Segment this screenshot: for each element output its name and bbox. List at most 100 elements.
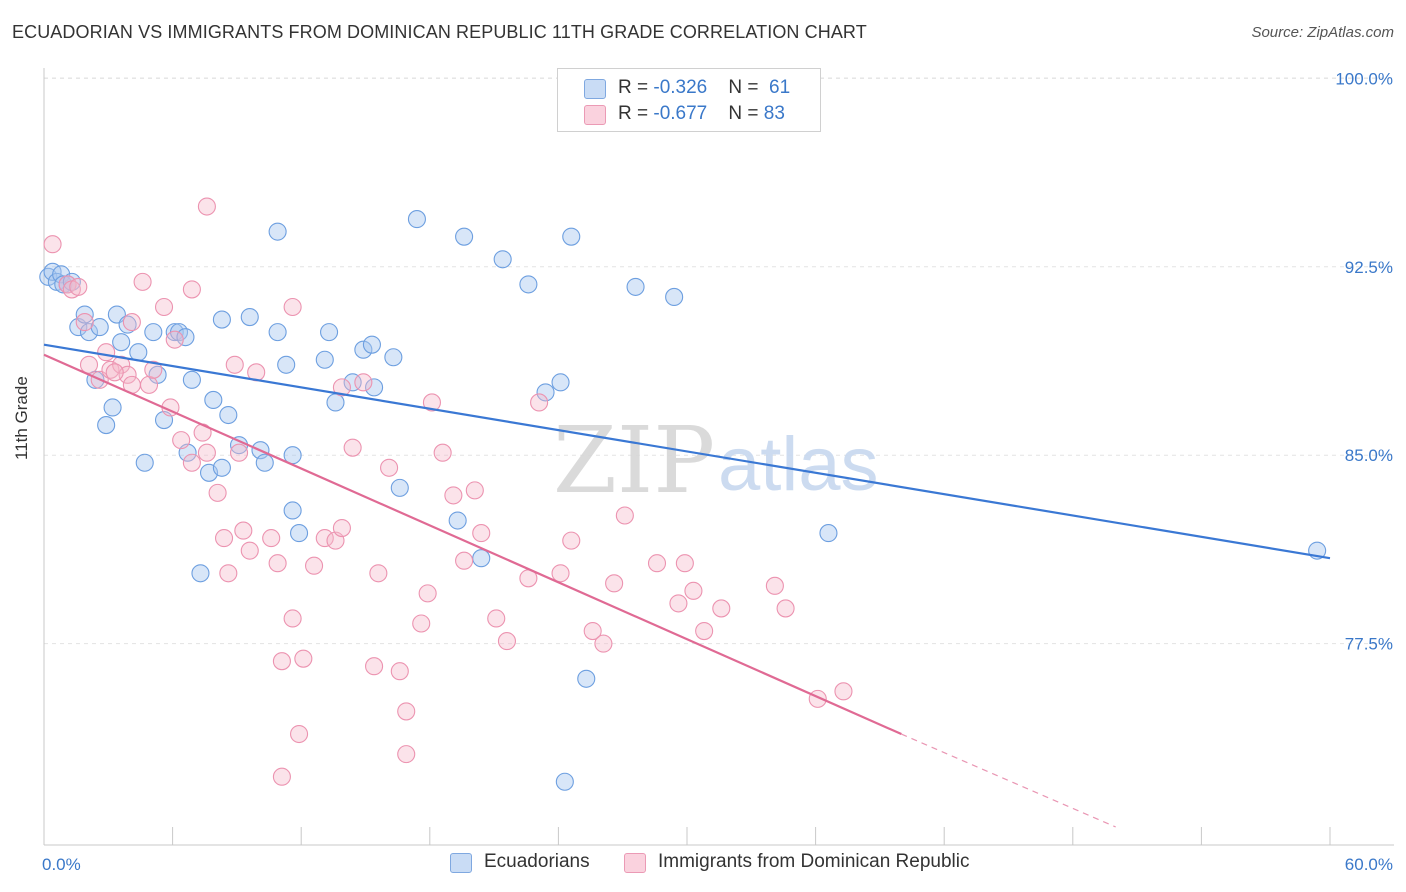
bottom-legend-swatch-blue [450, 853, 472, 873]
ecuadorian-point [97, 416, 116, 435]
dominican-point [562, 531, 581, 550]
trend-lines [43, 343, 1331, 828]
ecuadorian-point [79, 323, 99, 342]
ecuadorian-point [75, 305, 94, 324]
dominican-point [444, 486, 463, 505]
dominican-point [684, 581, 703, 600]
dominican-points [43, 197, 853, 786]
dominican-point [615, 506, 634, 525]
ecuadorian-point [362, 335, 381, 354]
dominican-point [182, 453, 201, 472]
ecuadorian-point [212, 310, 231, 329]
dominican-point [669, 594, 688, 613]
ecuadorian-point [472, 549, 491, 568]
dominican-point [397, 745, 416, 764]
dominican-point [369, 564, 388, 583]
ecuadorian-point [191, 564, 210, 583]
ecuadorian-point [212, 458, 231, 477]
dominican-point [139, 375, 159, 394]
dominican-point [594, 634, 613, 653]
dominican-point [412, 614, 431, 633]
ecuadorian-point [176, 328, 195, 347]
dominican-point [765, 576, 784, 595]
ecuadorian-point [577, 669, 596, 688]
dominican-point [354, 373, 373, 392]
dominican-point [583, 621, 602, 641]
dominican-point [497, 632, 517, 651]
dominican-point [144, 360, 163, 379]
dominican-point [695, 621, 714, 641]
dominican-point [397, 702, 416, 721]
dominican-point [225, 355, 244, 374]
dominican-point [675, 554, 694, 573]
ecuadorian-point [455, 227, 474, 246]
ecuadorian-point [144, 323, 163, 342]
ecuadorian-point [255, 453, 274, 472]
x-tick-label: 0.0% [42, 855, 81, 874]
dominican-point [182, 280, 201, 299]
dominican-point [97, 343, 116, 362]
legend: R = -0.326 N = 61 R = -0.677 N = 83 [557, 68, 821, 132]
ecuadorian-point [182, 370, 201, 389]
ecuadorian-point [562, 227, 581, 246]
ecuadorian-point [354, 340, 373, 359]
legend-r-value: -0.326 [653, 77, 708, 98]
ecuadorian-point [204, 390, 223, 409]
legend-n-label: N = [728, 77, 764, 98]
chart-title: ECUADORIAN VS IMMIGRANTS FROM DOMINICAN … [12, 22, 867, 42]
legend-n-value: 61 [769, 77, 791, 98]
dominican-point [43, 235, 62, 254]
dominican-point [229, 443, 249, 462]
dominican-point [712, 599, 731, 618]
dominican-point [605, 574, 624, 593]
legend-n-value: 83 [763, 103, 785, 124]
ecuadorian-point [165, 323, 184, 342]
ecuadorian-point [268, 222, 287, 241]
dominican-point [197, 197, 216, 216]
dominican-point [75, 313, 94, 332]
source-label: Source: ZipAtlas.com [1251, 24, 1394, 41]
legend-r-label: R = [618, 77, 654, 98]
bottom-legend-label: Immigrants from Dominican Republic [658, 851, 970, 872]
y-axis-title-wrap: 11th Grade [12, 376, 32, 460]
dominican-point [647, 554, 667, 573]
dominican-point [465, 481, 484, 500]
ecuadorian-point [448, 511, 467, 530]
ecuadorian-point [326, 393, 345, 412]
ecuadorian-point [384, 348, 403, 367]
y-tick-label: 85.0% [1345, 446, 1393, 465]
ecuadorian-point [219, 405, 238, 425]
dominican-point [133, 272, 152, 291]
dominican-point [776, 599, 795, 618]
ecuadorian-point [283, 501, 302, 520]
legend-swatch-pink [584, 105, 606, 125]
dominican-point [834, 682, 853, 701]
dominican-point [418, 584, 437, 603]
ecuadorian-point [536, 383, 555, 402]
dominican-point [472, 524, 491, 543]
dominican-point [343, 438, 362, 457]
ecuadorians-trend-line [43, 343, 1331, 560]
dominican-point [262, 529, 281, 548]
dominican-point [294, 649, 313, 668]
ecuadorian-point [390, 478, 409, 497]
ecuadorian-point [493, 250, 512, 269]
dominican-point [79, 355, 99, 374]
ecuadorian-point [365, 378, 384, 397]
y-tick-label: 77.5% [1345, 635, 1393, 654]
dominican-point [283, 297, 302, 317]
dominican-point [219, 564, 238, 583]
ecuadorian-point [555, 772, 574, 791]
legend-swatch-blue [584, 79, 606, 99]
dominican-point [165, 330, 184, 349]
ecuadorian-point [551, 373, 570, 392]
dominican-point [487, 609, 506, 628]
dominican-point [455, 551, 474, 570]
dominican-point [268, 554, 287, 573]
watermark-zip: ZIP [553, 407, 715, 514]
legend-n-label: N = [728, 103, 764, 124]
ecuadorian-point [320, 323, 339, 342]
ecuadorian-point [129, 343, 148, 362]
watermark-atlas: atlas [718, 422, 879, 507]
